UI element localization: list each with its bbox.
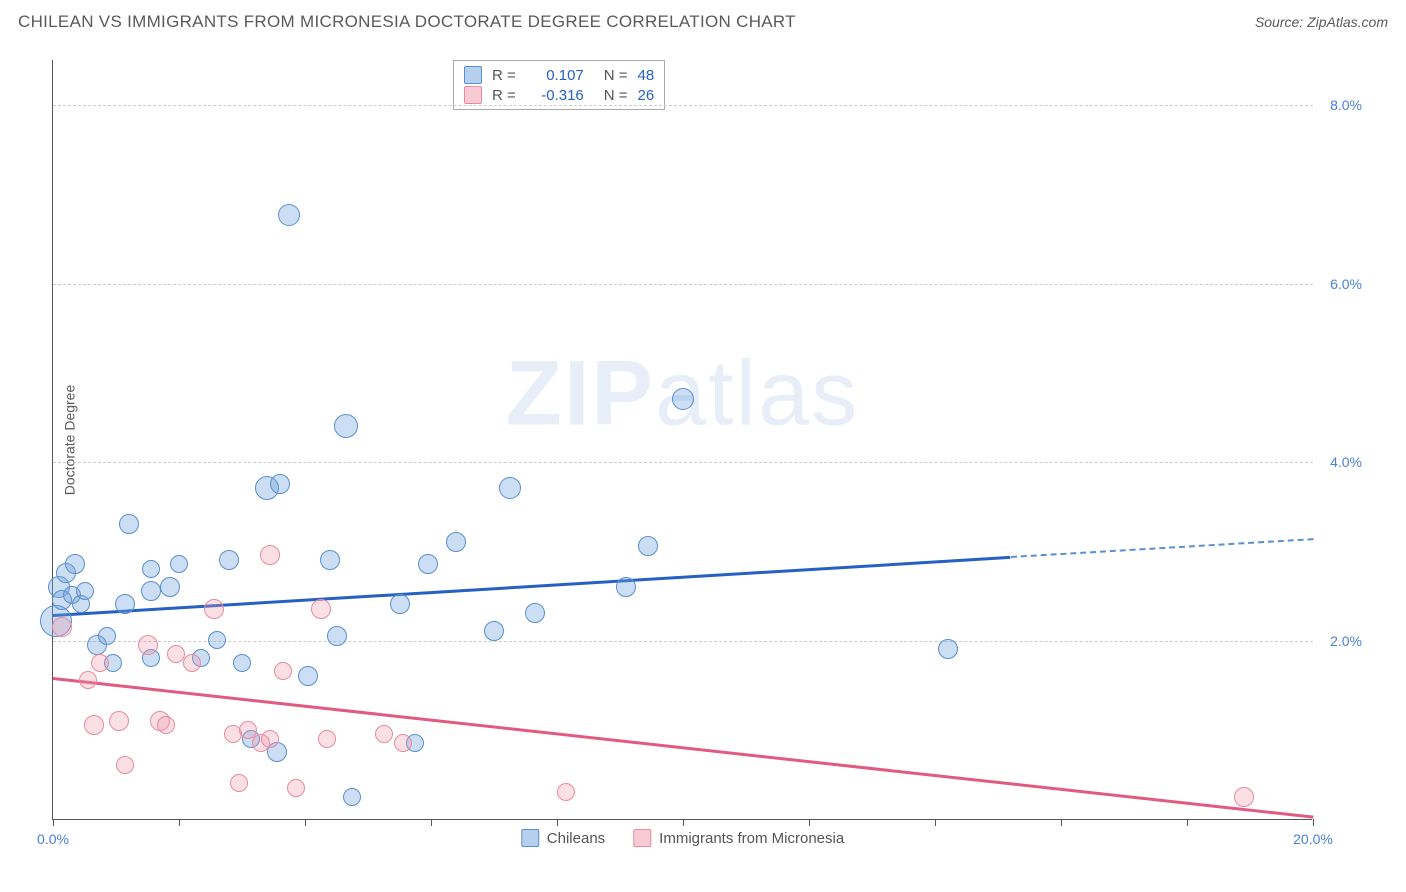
data-point	[65, 554, 85, 574]
plot-area: ZIPatlas R = 0.107 N = 48 R = -0.316 N =…	[52, 60, 1312, 820]
gridline	[53, 462, 1313, 463]
data-point	[230, 774, 248, 792]
data-point	[138, 635, 158, 655]
data-point	[672, 388, 694, 410]
data-point	[219, 550, 239, 570]
x-tick	[53, 819, 54, 826]
source-attribution: Source: ZipAtlas.com	[1255, 14, 1388, 30]
x-tick	[1313, 819, 1314, 826]
x-tick	[179, 819, 180, 826]
data-point	[160, 577, 180, 597]
data-point	[204, 599, 224, 619]
trend-line	[53, 677, 1313, 818]
x-tick-label: 0.0%	[37, 831, 69, 847]
x-tick-label: 20.0%	[1293, 831, 1333, 847]
swatch-blue	[464, 66, 482, 84]
data-point	[157, 716, 175, 734]
legend-item-micronesia: Immigrants from Micronesia	[633, 829, 844, 847]
r-label: R =	[492, 87, 516, 104]
swatch-pink	[633, 829, 651, 847]
data-point	[116, 756, 134, 774]
data-point	[557, 783, 575, 801]
data-point	[938, 639, 958, 659]
legend-item-chileans: Chileans	[521, 829, 605, 847]
y-tick-label: 4.0%	[1330, 454, 1362, 470]
n-label: N =	[604, 67, 628, 84]
correlation-row-2: R = -0.316 N = 26	[464, 85, 654, 105]
data-point	[375, 725, 393, 743]
data-point	[261, 730, 279, 748]
data-point	[84, 715, 104, 735]
data-point	[446, 532, 466, 552]
data-point	[278, 204, 300, 226]
y-tick-label: 8.0%	[1330, 97, 1362, 113]
n-label: N =	[604, 87, 628, 104]
data-point	[233, 654, 251, 672]
x-tick	[305, 819, 306, 826]
data-point	[91, 654, 109, 672]
r-label: R =	[492, 67, 516, 84]
swatch-pink	[464, 86, 482, 104]
trend-line	[1011, 538, 1314, 558]
data-point	[119, 514, 139, 534]
data-point	[394, 734, 412, 752]
data-point	[115, 594, 135, 614]
data-point	[298, 666, 318, 686]
y-tick-label: 2.0%	[1330, 633, 1362, 649]
chart-container: Doctorate Degree ZIPatlas R = 0.107 N = …	[52, 60, 1352, 820]
chart-title: CHILEAN VS IMMIGRANTS FROM MICRONESIA DO…	[18, 12, 796, 32]
data-point	[418, 554, 438, 574]
data-point	[334, 414, 358, 438]
x-tick	[809, 819, 810, 826]
r-value-2: -0.316	[522, 87, 584, 104]
data-point	[1234, 787, 1254, 807]
header: CHILEAN VS IMMIGRANTS FROM MICRONESIA DO…	[0, 0, 1406, 40]
data-point	[109, 711, 129, 731]
data-point	[260, 545, 280, 565]
x-tick	[1061, 819, 1062, 826]
data-point	[390, 594, 410, 614]
swatch-blue	[521, 829, 539, 847]
data-point	[311, 599, 331, 619]
data-point	[170, 555, 188, 573]
series-legend: Chileans Immigrants from Micronesia	[521, 829, 844, 847]
n-value-1: 48	[638, 67, 655, 84]
x-tick	[935, 819, 936, 826]
x-tick	[557, 819, 558, 826]
data-point	[274, 662, 292, 680]
data-point	[142, 560, 160, 578]
data-point	[270, 474, 290, 494]
x-tick	[431, 819, 432, 826]
data-point	[343, 788, 361, 806]
n-value-2: 26	[638, 87, 655, 104]
data-point	[327, 626, 347, 646]
x-tick	[1187, 819, 1188, 826]
legend-label-1: Chileans	[547, 830, 605, 847]
data-point	[499, 477, 521, 499]
data-point	[183, 654, 201, 672]
r-value-1: 0.107	[522, 67, 584, 84]
y-tick-label: 6.0%	[1330, 276, 1362, 292]
data-point	[141, 581, 161, 601]
x-tick	[683, 819, 684, 826]
data-point	[484, 621, 504, 641]
data-point	[320, 550, 340, 570]
data-point	[52, 617, 72, 637]
correlation-legend: R = 0.107 N = 48 R = -0.316 N = 26	[453, 60, 665, 110]
gridline	[53, 105, 1313, 106]
data-point	[318, 730, 336, 748]
correlation-row-1: R = 0.107 N = 48	[464, 65, 654, 85]
data-point	[616, 577, 636, 597]
data-point	[525, 603, 545, 623]
data-point	[76, 582, 94, 600]
legend-label-2: Immigrants from Micronesia	[659, 830, 844, 847]
gridline	[53, 641, 1313, 642]
data-point	[287, 779, 305, 797]
gridline	[53, 284, 1313, 285]
data-point	[208, 631, 226, 649]
data-point	[638, 536, 658, 556]
data-point	[79, 671, 97, 689]
watermark-bold: ZIP	[506, 342, 655, 444]
data-point	[98, 627, 116, 645]
